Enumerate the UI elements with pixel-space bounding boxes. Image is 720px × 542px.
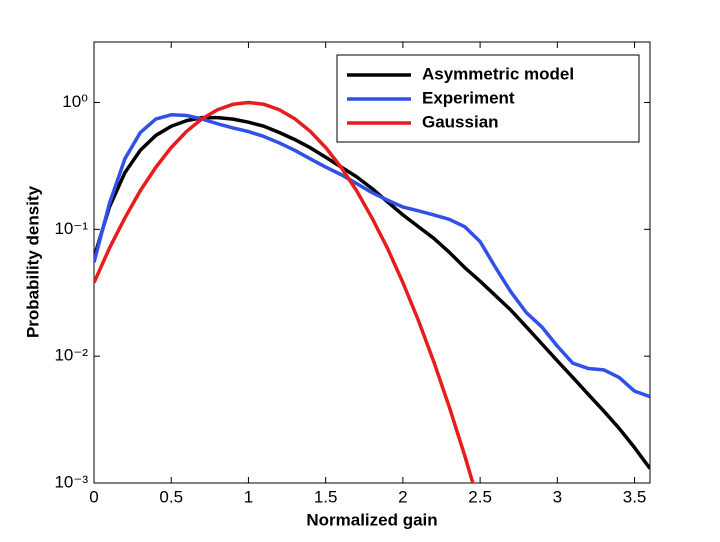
legend-label: Gaussian [422,112,499,131]
series-line [94,100,475,483]
x-tick-label: 0 [89,487,98,506]
y-tick-label: 10⁰ [62,92,88,111]
legend-label: Experiment [422,88,515,107]
y-tick-label: 10⁻³ [54,472,88,491]
series-line [94,115,650,470]
y-axis-label: Probability density [23,185,42,338]
legend: Asymmetric model Experiment Gaussian [336,54,640,143]
series-line [94,113,650,399]
x-tick-label: 3 [553,487,562,506]
legend-label: Asymmetric model [422,64,574,83]
x-axis-label: Normalized gain [306,510,437,529]
x-tick-label: 0.5 [159,487,183,506]
x-tick-label: 2 [398,487,407,506]
x-tick-label: 1 [244,487,253,506]
x-tick-label: 3.5 [623,487,647,506]
x-tick-label: 1.5 [314,487,338,506]
y-tick-label: 10⁻¹ [54,219,88,238]
y-tick-label: 10⁻² [54,346,88,365]
x-tick-label: 2.5 [468,487,492,506]
lines [94,100,650,483]
